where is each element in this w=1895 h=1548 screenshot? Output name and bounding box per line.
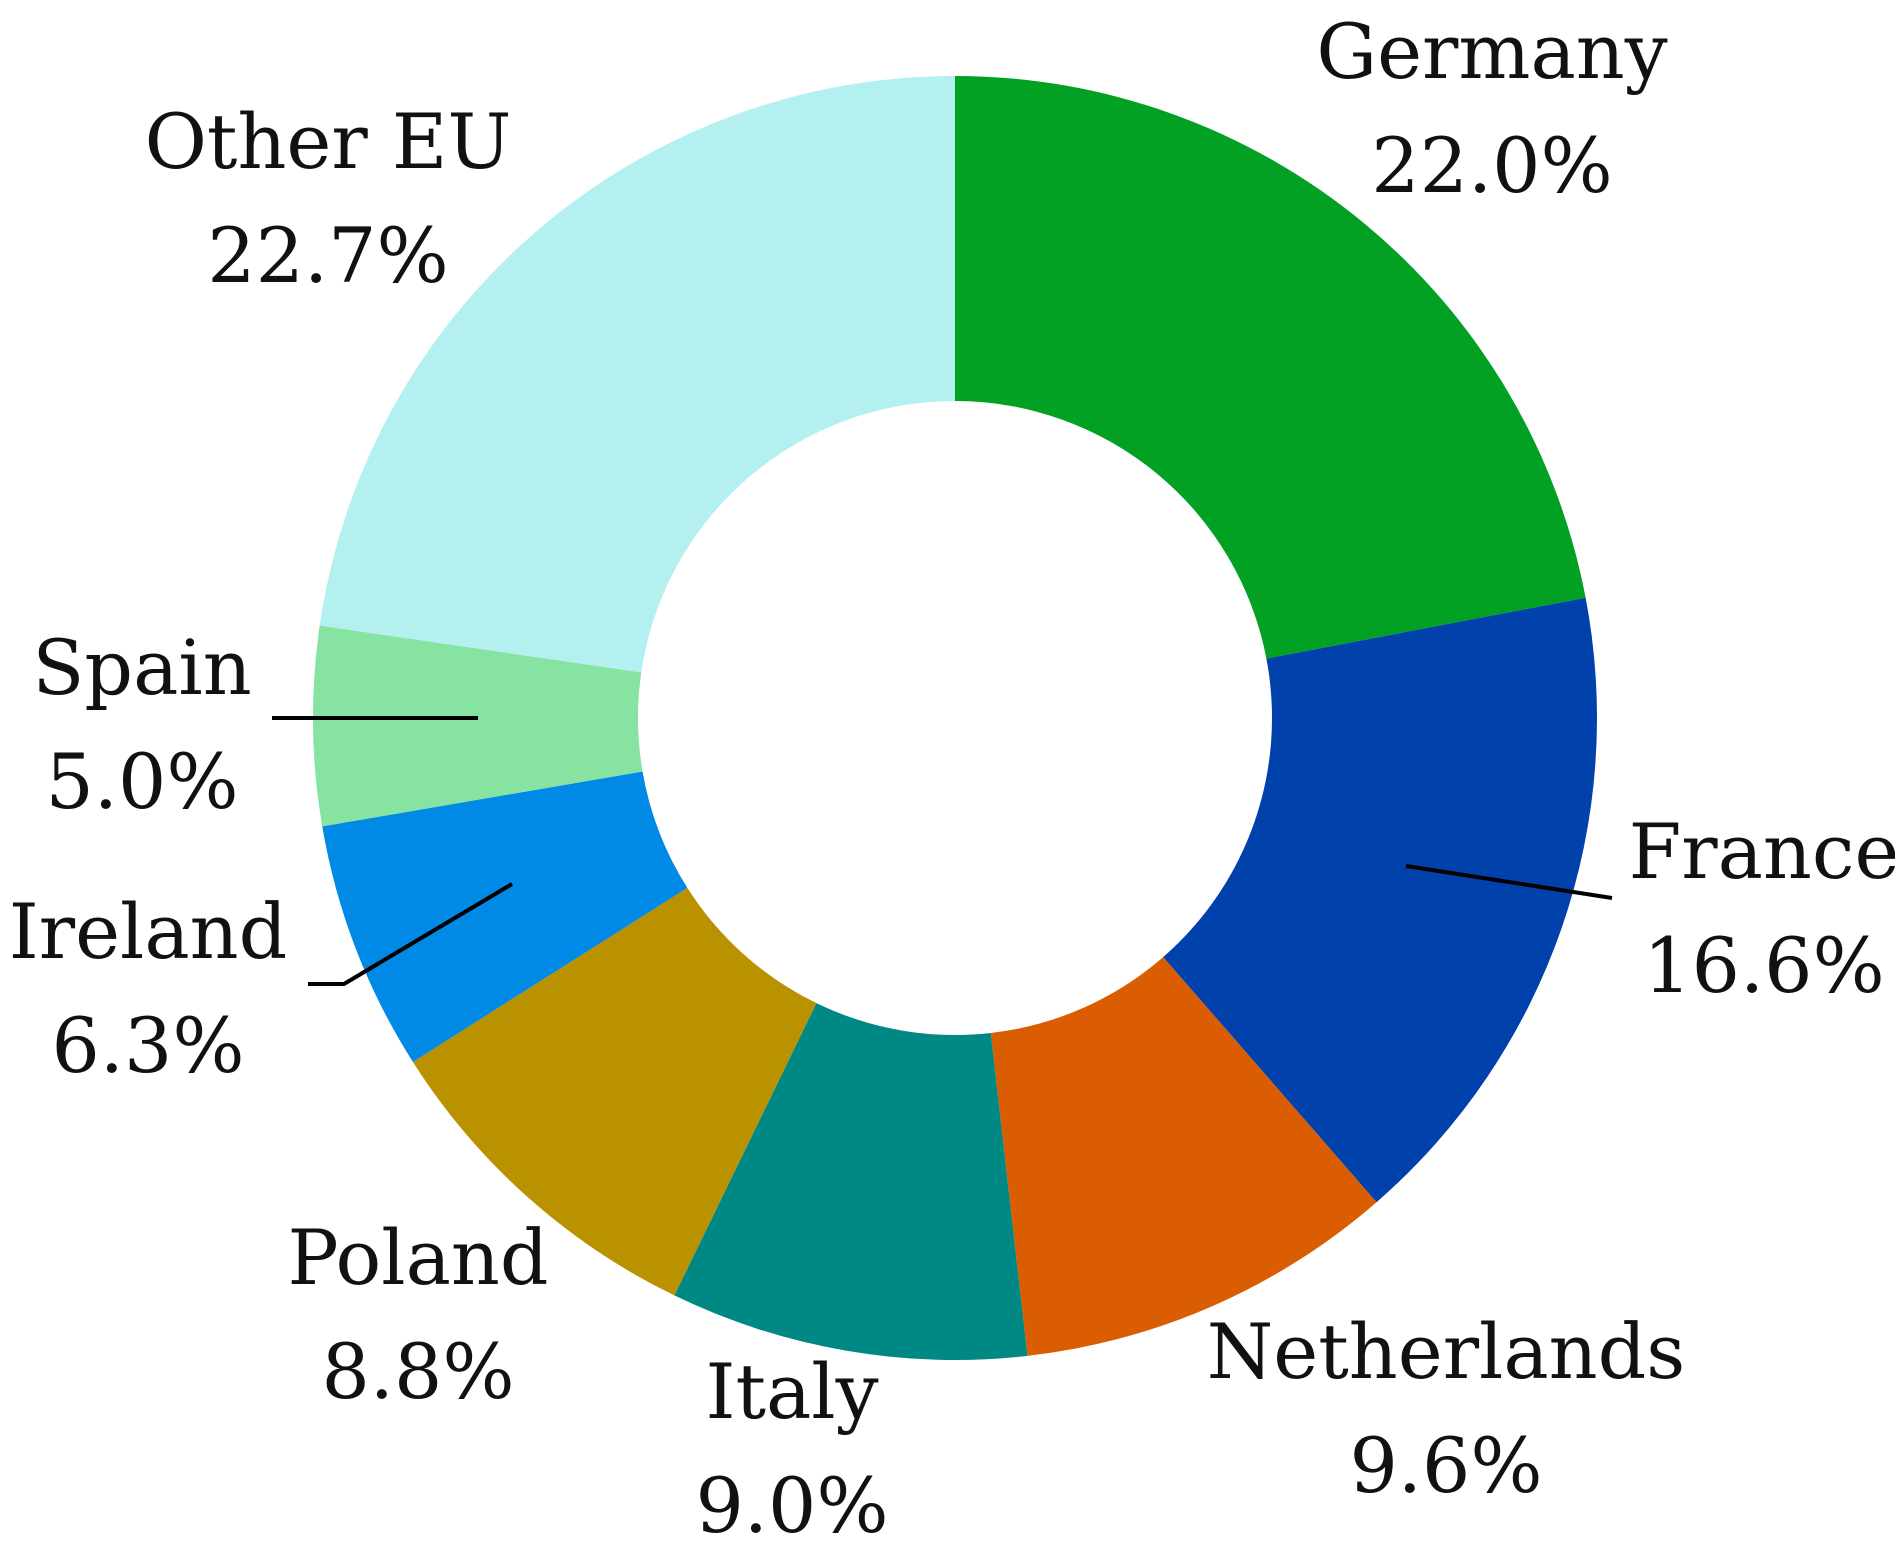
value-spain: 5.0% — [45, 737, 238, 826]
slice-netherlands — [990, 957, 1377, 1356]
label-france: France — [1629, 807, 1895, 896]
label-germany: Germany — [1316, 7, 1667, 96]
leader-ireland — [308, 882, 514, 986]
slice-poland — [412, 887, 817, 1296]
label-italy: Italy — [705, 1347, 878, 1436]
value-germany: 22.0% — [1371, 121, 1612, 210]
slice-ireland — [322, 771, 688, 1063]
label-poland: Poland — [287, 1213, 548, 1302]
donut-slices — [313, 76, 1597, 1360]
slice-other-eu — [319, 76, 955, 673]
value-poland: 8.8% — [321, 1327, 514, 1416]
value-netherlands: 9.6% — [1349, 1421, 1542, 1510]
label-spain: Spain — [32, 623, 251, 712]
slice-italy — [674, 1003, 1028, 1360]
value-ireland: 6.3% — [51, 1001, 244, 1090]
leader-france — [1405, 864, 1613, 900]
leader-lines — [272, 716, 1613, 986]
slice-france — [1163, 597, 1597, 1203]
value-other-eu: 22.7% — [207, 211, 448, 300]
value-italy: 9.0% — [695, 1461, 888, 1548]
label-netherlands: Netherlands — [1207, 1307, 1686, 1396]
value-france: 16.6% — [1643, 921, 1884, 1010]
slice-spain — [313, 625, 643, 827]
slice-germany — [955, 76, 1586, 659]
label-ireland: Ireland — [9, 887, 288, 976]
label-other-eu: Other EU — [145, 97, 512, 186]
